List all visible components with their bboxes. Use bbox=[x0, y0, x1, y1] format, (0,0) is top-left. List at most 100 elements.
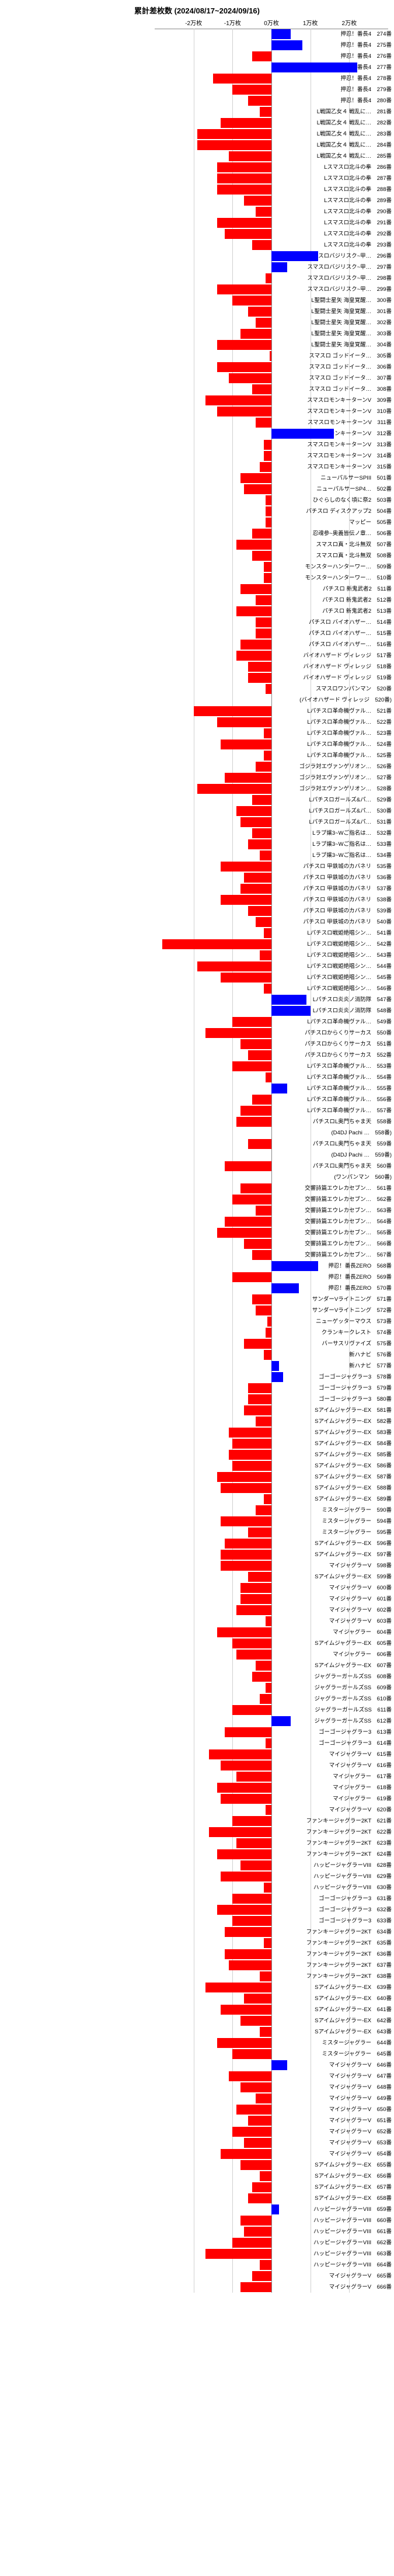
data-row: 忍魂参~奥義皆伝ノ章… 506番 bbox=[0, 528, 394, 539]
row-label: マイジャグラーV 646番 bbox=[239, 2060, 394, 2071]
data-row: ゴーゴージャグラー3 580番 bbox=[0, 1394, 394, 1405]
data-row: ゴーゴージャグラー3 579番 bbox=[0, 1383, 394, 1394]
bar bbox=[260, 2260, 271, 2270]
row-label: ハッピージャグラーVIII 630番 bbox=[239, 1882, 394, 1893]
data-row: Lラブ嬢3~Wご指名は… 534番 bbox=[0, 850, 394, 861]
data-row: パチスロ バイオハザー… 516番 bbox=[0, 639, 394, 650]
data-row: マイジャグラーV 601番 bbox=[0, 1593, 394, 1605]
data-row: スマスロモンキーターンV 314番 bbox=[0, 450, 394, 461]
data-row: ゴジラ対エヴァンゲリオン… 527番 bbox=[0, 772, 394, 783]
data-row: ゴーゴージャグラー3 614番 bbox=[0, 1738, 394, 1749]
bar bbox=[244, 1239, 271, 1249]
bar bbox=[232, 2238, 271, 2248]
bar bbox=[266, 684, 271, 694]
data-row: Sアイムジャグラー-EX 643番 bbox=[0, 2026, 394, 2037]
row-label: Lパチスロ炎炎ノ消防隊 548番 bbox=[239, 1005, 394, 1016]
data-row: Lパチスロガールズ&パ… 530番 bbox=[0, 806, 394, 817]
label-area-header bbox=[0, 18, 155, 29]
row-label: マイジャグラーV 603番 bbox=[239, 1616, 394, 1627]
data-row: ゴジラ対エヴァンゲリオン… 528番 bbox=[0, 783, 394, 794]
data-row: マイジャグラーV 620番 bbox=[0, 1804, 394, 1815]
bar bbox=[217, 362, 271, 372]
bar bbox=[264, 928, 271, 938]
bar bbox=[240, 2160, 271, 2170]
bar bbox=[217, 218, 271, 228]
bar bbox=[252, 828, 271, 838]
data-row: 新ハナビ 576番 bbox=[0, 1349, 394, 1360]
bar bbox=[260, 2027, 271, 2037]
data-row: ハッピージャグラーVIII 630番 bbox=[0, 1882, 394, 1893]
data-row: ジャグラーガールズSS 612番 bbox=[0, 1716, 394, 1727]
bar bbox=[221, 118, 271, 128]
data-row: パチスロ 甲鉄城のカバネリ 537番 bbox=[0, 883, 394, 894]
bar bbox=[256, 617, 271, 627]
data-row: Lパチスロ革命機ヴァル… 553番 bbox=[0, 1061, 394, 1072]
bar bbox=[232, 1705, 271, 1715]
bar bbox=[240, 473, 271, 483]
row-label: 新ハナビ 576番 bbox=[239, 1349, 394, 1360]
data-row: ゴーゴージャグラー3 632番 bbox=[0, 1904, 394, 1915]
bar bbox=[217, 1472, 271, 1482]
data-row: スマスロ ゴッドイータ… 308番 bbox=[0, 384, 394, 395]
data-row: Sアイムジャグラー-EX 641番 bbox=[0, 2004, 394, 2015]
row-label: スマスロワンパンマン 520番 bbox=[239, 683, 394, 695]
data-row: マイジャグラーV 647番 bbox=[0, 2071, 394, 2082]
bar bbox=[217, 2038, 271, 2048]
data-row: Lパチスロ革命機ヴァル… 523番 bbox=[0, 728, 394, 739]
bar bbox=[229, 1450, 271, 1460]
data-row: マイジャグラーV 650番 bbox=[0, 2104, 394, 2115]
data-row: Sアイムジャグラー-EX 658番 bbox=[0, 2193, 394, 2204]
data-row: Lパチスロガールズ&パ… 529番 bbox=[0, 794, 394, 806]
data-row: ハッピージャグラーVIII 660番 bbox=[0, 2215, 394, 2226]
data-row: L聖闘士星矢 海皇覚醒… 302番 bbox=[0, 317, 394, 328]
bar bbox=[236, 1117, 271, 1127]
bar bbox=[266, 1683, 271, 1693]
data-row: Lスマスロ北斗の拳 286番 bbox=[0, 162, 394, 173]
data-row: 押忍！番長4 276番 bbox=[0, 51, 394, 62]
data-row: バイオハザード ヴィレッジ 519番 bbox=[0, 672, 394, 683]
data-row: スマスロモンキーターンV 312番 bbox=[0, 428, 394, 439]
bar bbox=[221, 1761, 271, 1770]
bar bbox=[256, 318, 271, 328]
row-label: 押忍！番長ZERO 570番 bbox=[239, 1283, 394, 1294]
data-row: L戦国乙女４ 戦乱に… 283番 bbox=[0, 129, 394, 140]
data-row: Sアイムジャグラー-EX 656番 bbox=[0, 2171, 394, 2182]
bar bbox=[248, 307, 271, 317]
bar bbox=[266, 1738, 271, 1748]
bar bbox=[256, 1417, 271, 1426]
data-row: ミスタージャグラー 594番 bbox=[0, 1516, 394, 1527]
row-label: 新ハナビ 577番 bbox=[239, 1360, 394, 1372]
data-row: ミスタージャグラー 644番 bbox=[0, 2037, 394, 2049]
data-row: スマスロワンパンマン 520番 bbox=[0, 683, 394, 695]
bar bbox=[271, 251, 318, 261]
bar bbox=[225, 1927, 271, 1937]
bar bbox=[225, 1539, 271, 1549]
row-label: ゴーゴージャグラー3 578番 bbox=[239, 1372, 394, 1383]
bar bbox=[194, 706, 271, 716]
bar bbox=[240, 1039, 271, 1049]
data-row: ニューゲッターマウス 573番 bbox=[0, 1316, 394, 1327]
bar bbox=[205, 395, 271, 405]
data-row: ファンキージャグラー2KT 635番 bbox=[0, 1938, 394, 1949]
bar bbox=[244, 196, 271, 206]
bar bbox=[248, 1139, 271, 1149]
bar bbox=[240, 2282, 271, 2292]
data-row: バーサスリヴァイズ 575番 bbox=[0, 1338, 394, 1349]
bar bbox=[209, 1827, 271, 1837]
data-row: Lパチスロ戦姫絶唱シン… 542番 bbox=[0, 939, 394, 950]
bar bbox=[232, 1061, 271, 1071]
bar bbox=[264, 1350, 271, 1360]
data-row: Lスマスロ北斗の拳 289番 bbox=[0, 195, 394, 206]
bar bbox=[240, 2216, 271, 2226]
data-row: マイジャグラーV 651番 bbox=[0, 2115, 394, 2126]
bar bbox=[232, 1461, 271, 1471]
bar bbox=[244, 2227, 271, 2237]
bar bbox=[264, 751, 271, 761]
row-label: パチスロ ディスクアップ2 504番 bbox=[239, 506, 394, 517]
row-label: ニューゲッターマウス 573番 bbox=[239, 1316, 394, 1327]
data-row: ミスタージャグラー 595番 bbox=[0, 1527, 394, 1538]
bar bbox=[217, 173, 271, 183]
bar bbox=[236, 1650, 271, 1660]
bar bbox=[221, 1550, 271, 1560]
data-row: Lスマスロ北斗の拳 288番 bbox=[0, 184, 394, 195]
